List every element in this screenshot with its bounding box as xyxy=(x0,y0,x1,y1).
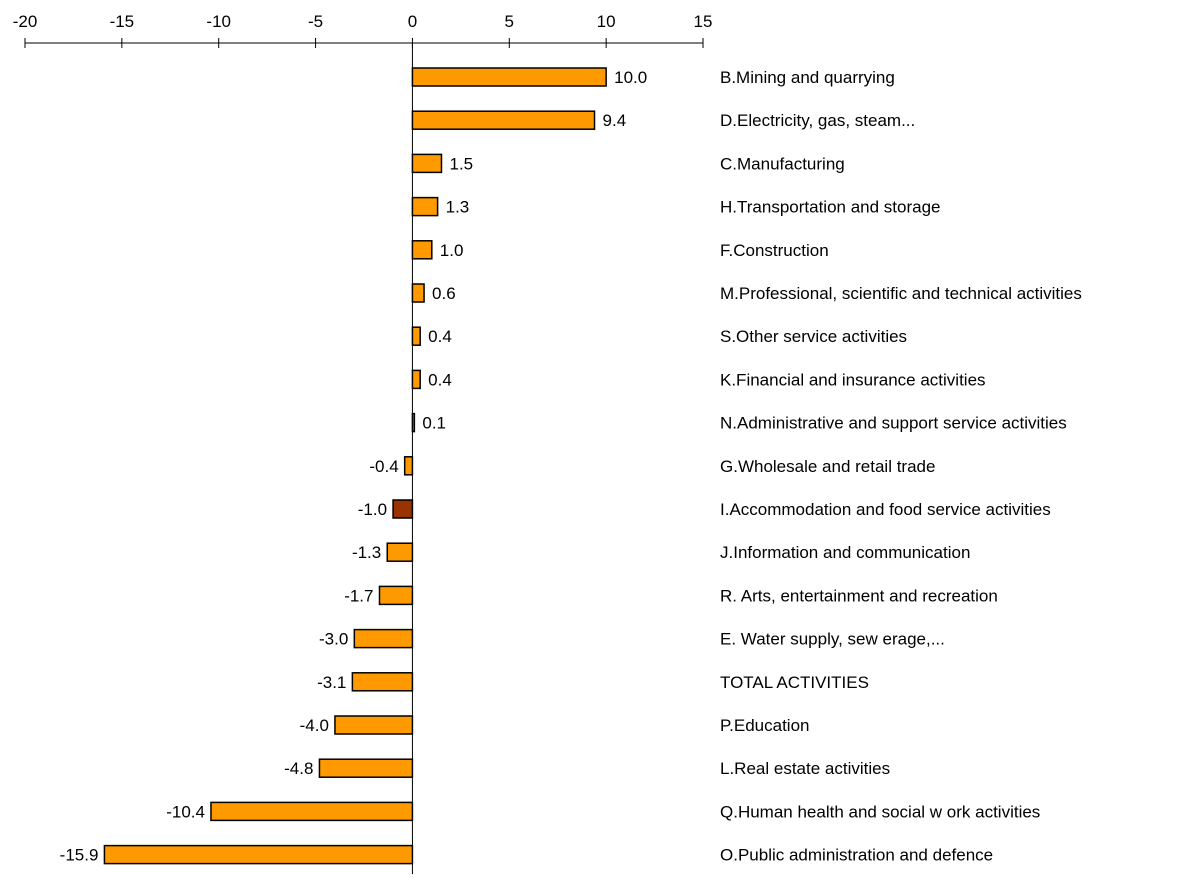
bar xyxy=(392,499,414,519)
category-label: O.Public administration and defence xyxy=(720,846,993,865)
x-tick-label: -10 xyxy=(206,12,231,31)
bar xyxy=(411,412,416,433)
category-label: R. Arts, entertainment and recreation xyxy=(720,586,998,605)
data-label: 1.0 xyxy=(440,241,464,260)
data-label: -1.3 xyxy=(352,543,381,562)
bars xyxy=(103,67,607,865)
data-label: 0.1 xyxy=(422,414,446,433)
data-label: -4.8 xyxy=(284,759,313,778)
category-label: P.Education xyxy=(720,716,809,735)
data-label: 0.4 xyxy=(428,370,452,389)
bar xyxy=(334,715,414,735)
data-label: -1.7 xyxy=(344,586,373,605)
data-label: 0.4 xyxy=(428,327,452,346)
bar xyxy=(210,801,414,822)
x-tick-label: 0 xyxy=(408,12,417,31)
data-label: 1.5 xyxy=(449,154,473,173)
bar xyxy=(411,67,607,87)
category-label: M.Professional, scientific and technical… xyxy=(720,284,1082,303)
bar xyxy=(411,153,443,174)
category-label: N.Administrative and support service act… xyxy=(720,414,1067,433)
bar xyxy=(411,326,421,346)
x-tick-label: 15 xyxy=(694,12,713,31)
bar xyxy=(386,542,414,562)
data-label: 10.0 xyxy=(614,68,647,87)
category-label: TOTAL ACTIVITIES xyxy=(720,673,869,692)
data-label: 9.4 xyxy=(603,111,627,130)
bar xyxy=(411,196,439,217)
category-label: J.Information and communication xyxy=(720,543,970,562)
category-label: S.Other service activities xyxy=(720,327,907,346)
bar xyxy=(411,369,421,390)
bar xyxy=(318,758,414,778)
category-label: C.Manufacturing xyxy=(720,154,845,173)
category-label: F.Construction xyxy=(720,241,829,260)
bar xyxy=(351,672,414,692)
category-label: D.Electricity, gas, steam... xyxy=(720,111,915,130)
data-label: 0.6 xyxy=(432,284,456,303)
bar xyxy=(103,844,414,865)
x-axis: -20 -15 -10 -5 0 5 10 15 xyxy=(13,12,713,876)
data-label: -3.0 xyxy=(319,630,348,649)
bar xyxy=(403,456,414,476)
data-label: -10.4 xyxy=(166,802,205,821)
x-tick-label: -5 xyxy=(308,12,323,31)
data-label: -3.1 xyxy=(317,673,346,692)
category-labels: B.Mining and quarrying D.Electricity, gas… xyxy=(720,68,1082,865)
category-label: H.Transportation and storage xyxy=(720,198,941,217)
data-label: -4.0 xyxy=(300,716,329,735)
data-label: -1.0 xyxy=(358,500,387,519)
category-label: G.Wholesale and retail trade xyxy=(720,457,935,476)
value-labels: 10.0 9.4 1.5 1.3 1.0 0.6 0.4 0.4 0.1 -0.4 -1.0 -1.3… xyxy=(60,68,648,865)
bar xyxy=(353,628,414,649)
x-tick-label: -15 xyxy=(110,12,135,31)
x-tick-label: 5 xyxy=(505,12,514,31)
category-label: K.Financial and insurance activities xyxy=(720,370,986,389)
category-label: L.Real estate activities xyxy=(720,759,890,778)
bar xyxy=(378,585,414,606)
data-label: -0.4 xyxy=(369,457,398,476)
x-tick-label: 10 xyxy=(597,12,616,31)
bar xyxy=(411,283,425,303)
x-tick-label: -20 xyxy=(13,12,38,31)
category-label: B.Mining and quarrying xyxy=(720,68,895,87)
category-label: E. Water supply, sew erage,... xyxy=(720,630,945,649)
category-label: Q.Human health and social w ork activiti… xyxy=(720,802,1040,821)
data-label: 1.3 xyxy=(446,198,470,217)
bar xyxy=(411,110,596,130)
bar xyxy=(411,240,433,260)
category-label: I.Accommodation and food service activit… xyxy=(720,500,1051,519)
data-label: -15.9 xyxy=(60,846,99,865)
